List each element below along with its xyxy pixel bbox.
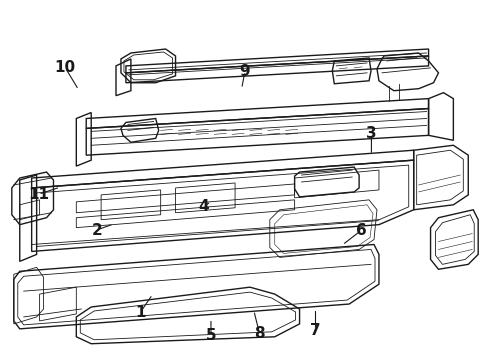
Text: 4: 4 [198,199,209,214]
Text: 1: 1 [135,305,146,320]
Text: 2: 2 [91,222,102,238]
Text: 3: 3 [366,126,377,141]
Text: 6: 6 [356,222,367,238]
Text: 7: 7 [310,323,321,338]
Text: 9: 9 [240,64,250,78]
Text: 10: 10 [54,60,75,75]
Text: 5: 5 [206,328,216,343]
Text: 8: 8 [254,326,265,341]
Text: 11: 11 [28,187,49,202]
